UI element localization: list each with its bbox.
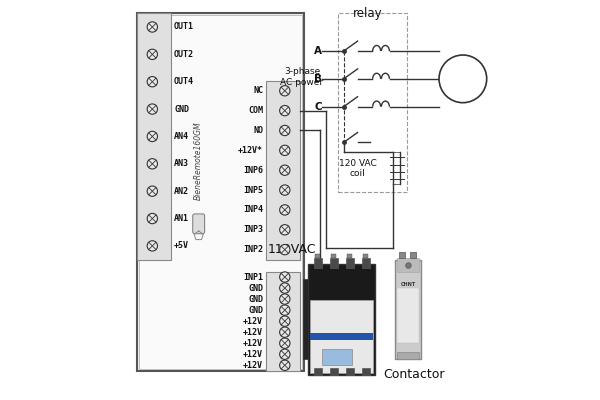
Text: INP3: INP3 bbox=[243, 225, 263, 234]
Bar bbox=[139, 15, 302, 369]
Text: OUT1: OUT1 bbox=[174, 22, 194, 32]
Text: INP4: INP4 bbox=[243, 206, 263, 214]
Circle shape bbox=[280, 272, 290, 282]
Text: +5V: +5V bbox=[174, 242, 189, 250]
Bar bbox=[410, 252, 416, 258]
Circle shape bbox=[280, 283, 290, 293]
Text: INP2: INP2 bbox=[243, 245, 263, 254]
Bar bbox=[137, 13, 171, 260]
Circle shape bbox=[147, 131, 157, 142]
Text: INP6: INP6 bbox=[243, 166, 263, 175]
Text: Contactor: Contactor bbox=[383, 368, 445, 381]
Bar bbox=[338, 13, 407, 192]
Text: +12V: +12V bbox=[243, 339, 263, 348]
FancyBboxPatch shape bbox=[193, 214, 205, 234]
Bar bbox=[347, 254, 352, 258]
Text: NO: NO bbox=[253, 126, 263, 135]
Bar bbox=[308, 264, 376, 375]
Bar bbox=[266, 272, 300, 371]
Circle shape bbox=[280, 349, 290, 360]
Circle shape bbox=[280, 305, 290, 315]
Text: AN3: AN3 bbox=[174, 159, 189, 168]
Text: C: C bbox=[314, 102, 322, 112]
Bar bbox=[330, 368, 338, 375]
Bar bbox=[310, 333, 373, 340]
Text: GND: GND bbox=[248, 306, 263, 315]
Circle shape bbox=[280, 338, 290, 348]
Circle shape bbox=[406, 263, 411, 268]
Text: NC: NC bbox=[253, 86, 263, 95]
Text: 3-phase
AC power: 3-phase AC power bbox=[280, 67, 323, 86]
Circle shape bbox=[280, 185, 290, 195]
Circle shape bbox=[280, 316, 290, 326]
Text: A: A bbox=[314, 46, 322, 56]
Text: +12V: +12V bbox=[243, 328, 263, 337]
Text: +12V*: +12V* bbox=[238, 146, 263, 155]
Text: AN2: AN2 bbox=[174, 187, 189, 196]
Circle shape bbox=[280, 244, 290, 255]
Text: GND: GND bbox=[248, 284, 263, 292]
Bar bbox=[400, 252, 405, 258]
Text: OUT4: OUT4 bbox=[174, 77, 194, 86]
Circle shape bbox=[147, 213, 157, 224]
Text: AN4: AN4 bbox=[174, 132, 189, 141]
Text: relay: relay bbox=[353, 7, 382, 20]
Circle shape bbox=[280, 106, 290, 116]
Bar bbox=[310, 300, 373, 373]
Bar bbox=[303, 280, 308, 359]
Bar bbox=[137, 13, 304, 371]
Bar bbox=[397, 258, 419, 272]
Bar bbox=[331, 254, 336, 258]
Text: INP5: INP5 bbox=[243, 186, 263, 194]
Bar bbox=[314, 258, 322, 268]
Circle shape bbox=[147, 241, 157, 251]
Bar bbox=[330, 258, 338, 268]
Bar bbox=[316, 254, 320, 258]
Text: AN1: AN1 bbox=[174, 214, 189, 223]
Text: +12V: +12V bbox=[243, 350, 263, 359]
Circle shape bbox=[147, 186, 157, 196]
Circle shape bbox=[280, 327, 290, 337]
Circle shape bbox=[439, 55, 487, 103]
Circle shape bbox=[280, 360, 290, 370]
Text: GND: GND bbox=[174, 104, 189, 114]
Bar bbox=[362, 368, 370, 375]
Circle shape bbox=[147, 22, 157, 32]
Text: BieneRemote160GM: BieneRemote160GM bbox=[194, 121, 203, 200]
Text: +12V: +12V bbox=[243, 361, 263, 370]
Circle shape bbox=[280, 86, 290, 96]
Bar bbox=[314, 368, 322, 375]
Bar bbox=[346, 368, 353, 375]
Circle shape bbox=[147, 104, 157, 114]
Bar bbox=[322, 349, 352, 365]
Text: 110VAC: 110VAC bbox=[268, 243, 316, 256]
Text: motor: motor bbox=[449, 74, 476, 83]
Bar bbox=[395, 260, 421, 359]
Text: +12V: +12V bbox=[243, 317, 263, 326]
Circle shape bbox=[147, 159, 157, 169]
Circle shape bbox=[147, 76, 157, 87]
Bar bbox=[346, 258, 353, 268]
Circle shape bbox=[280, 294, 290, 304]
Bar bbox=[363, 254, 368, 258]
Bar bbox=[362, 258, 370, 268]
Circle shape bbox=[280, 225, 290, 235]
Text: CHNT: CHNT bbox=[401, 282, 416, 287]
Text: OUT2: OUT2 bbox=[174, 50, 194, 59]
Bar bbox=[266, 81, 300, 260]
Circle shape bbox=[280, 165, 290, 175]
Circle shape bbox=[280, 125, 290, 136]
Text: GND: GND bbox=[248, 294, 263, 304]
Text: B: B bbox=[314, 74, 322, 84]
Text: 120 VAC
coil: 120 VAC coil bbox=[339, 158, 376, 178]
Circle shape bbox=[280, 145, 290, 156]
Bar bbox=[397, 352, 419, 359]
Circle shape bbox=[147, 49, 157, 60]
Circle shape bbox=[280, 205, 290, 215]
Text: COM: COM bbox=[248, 106, 263, 115]
Bar bbox=[397, 288, 419, 343]
Text: INP1: INP1 bbox=[243, 272, 263, 282]
